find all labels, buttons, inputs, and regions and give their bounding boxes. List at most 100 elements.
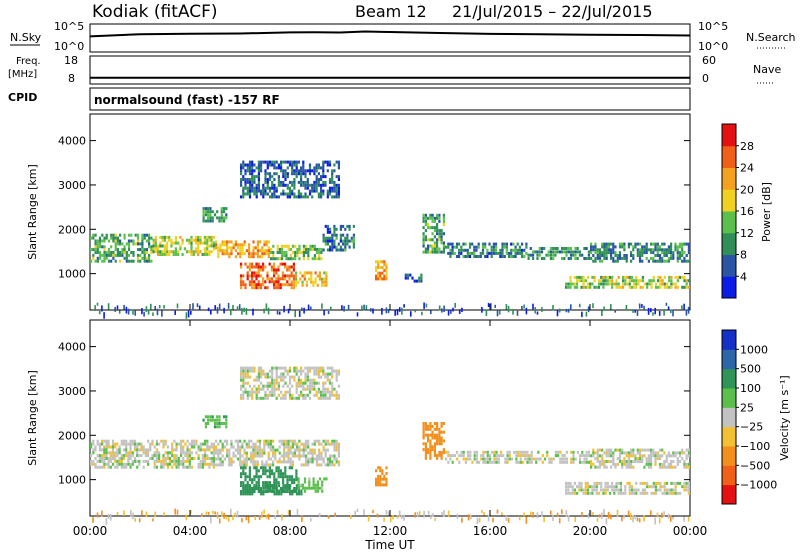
- data-cell: [190, 253, 193, 256]
- data-cell: [268, 475, 271, 479]
- data-cell: [129, 442, 132, 446]
- data-cell: [122, 448, 126, 452]
- data-cell: [486, 450, 489, 454]
- data-cell: [605, 245, 608, 249]
- data-cell: [232, 445, 235, 449]
- data-cell: [594, 259, 597, 263]
- data-cell: [672, 491, 675, 495]
- data-cell: [253, 274, 256, 278]
- data-cell: [280, 169, 283, 173]
- data-cell: [315, 186, 318, 190]
- data-cell: [262, 369, 265, 373]
- data-cell: [307, 460, 310, 464]
- data-cell: [628, 488, 631, 492]
- data-cell: [223, 240, 226, 244]
- data-cell: [436, 453, 439, 457]
- data-cell: [627, 242, 630, 246]
- data-cell: [273, 172, 276, 176]
- data-cell: [308, 183, 312, 187]
- data-cell: [578, 253, 581, 257]
- data-cell: [171, 451, 174, 455]
- data-cell: [331, 381, 334, 385]
- data-cell: [377, 271, 380, 275]
- data-cell: [277, 265, 280, 269]
- data-cell: [266, 387, 269, 391]
- data-cell: [209, 216, 212, 220]
- data-cell: [195, 451, 198, 455]
- data-cell: [277, 489, 281, 493]
- data-cell: [337, 463, 340, 467]
- data-cell: [289, 448, 292, 452]
- data-cell: [277, 384, 280, 388]
- data-cell: [618, 451, 622, 455]
- data-cell: [253, 466, 256, 470]
- data-cell: [260, 492, 263, 496]
- data-cell: [523, 248, 526, 252]
- data-cell: [277, 178, 280, 181]
- data-cell: [263, 445, 266, 449]
- data-cell: [646, 285, 649, 289]
- data-cell: [589, 485, 592, 489]
- data-cell: [540, 250, 544, 254]
- data-cell: [579, 460, 582, 464]
- data-cell: [273, 280, 276, 284]
- data-cell: [241, 442, 244, 446]
- data-cell: [282, 366, 285, 370]
- data-cell: [634, 309, 636, 313]
- data-cell: [246, 274, 249, 278]
- data-cell: [225, 213, 228, 217]
- data-cell: [273, 384, 276, 388]
- data-cell: [262, 189, 265, 193]
- data-cell: [261, 249, 264, 253]
- data-cell: [316, 486, 319, 490]
- data-cell: [326, 239, 329, 243]
- data-cell: [422, 226, 425, 230]
- data-cell: [584, 279, 587, 283]
- data-cell: [652, 256, 655, 260]
- data-cell: [244, 475, 247, 479]
- data-cell: [635, 488, 638, 492]
- data-cell: [92, 517, 94, 523]
- data-cell: [632, 451, 635, 455]
- data-cell: [603, 462, 606, 466]
- data-cell: [248, 492, 252, 496]
- data-cell: [304, 463, 308, 467]
- data-cell: [143, 253, 146, 257]
- data-cell: [242, 178, 245, 181]
- data-cell: [293, 396, 296, 400]
- data-cell: [625, 460, 628, 463]
- data-cell: [284, 486, 287, 490]
- data-cell: [475, 245, 478, 249]
- data-cell: [286, 183, 289, 187]
- data-cell: [262, 384, 265, 388]
- data-cell: [458, 251, 461, 255]
- data-cell: [257, 366, 260, 370]
- data-cell: [527, 257, 530, 260]
- data-cell: [101, 239, 104, 243]
- data-cell: [207, 213, 210, 217]
- data-cell: [304, 457, 308, 461]
- data-cell: [312, 486, 315, 490]
- data-cell: [292, 262, 295, 266]
- data-cell: [554, 250, 557, 254]
- data-cell: [315, 457, 319, 461]
- data-cell: [186, 465, 189, 469]
- data-cell: [596, 248, 599, 252]
- data-cell: [204, 457, 207, 460]
- data-cell: [159, 235, 162, 239]
- data-cell: [331, 372, 334, 376]
- data-cell: [331, 245, 334, 249]
- data-cell: [295, 381, 298, 385]
- data-cell: [279, 277, 282, 281]
- data-cell: [145, 248, 148, 252]
- data-cell: [438, 436, 441, 440]
- data-cell: [591, 282, 594, 286]
- data-cell: [565, 285, 568, 289]
- data-cell: [316, 489, 319, 493]
- data-cell: [638, 460, 642, 463]
- data-cell: [242, 280, 245, 284]
- data-cell: [258, 445, 262, 449]
- data-cell: [543, 247, 546, 250]
- data-cell: [245, 516, 248, 521]
- data-cell: [272, 244, 275, 248]
